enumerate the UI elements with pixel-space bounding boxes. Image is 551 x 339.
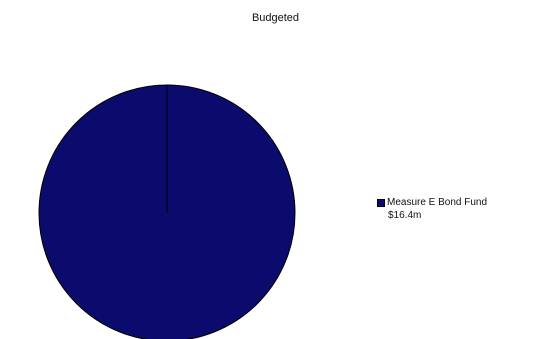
chart-title: Budgeted xyxy=(251,12,300,24)
legend-entry: Measure E Bond Fund xyxy=(377,196,487,209)
legend-value-label: $16.4m xyxy=(388,210,422,221)
legend-swatch xyxy=(377,198,385,207)
legend-label: Measure E Bond Fund xyxy=(387,197,488,208)
legend: Measure E Bond Fund $16.4m xyxy=(377,196,487,222)
